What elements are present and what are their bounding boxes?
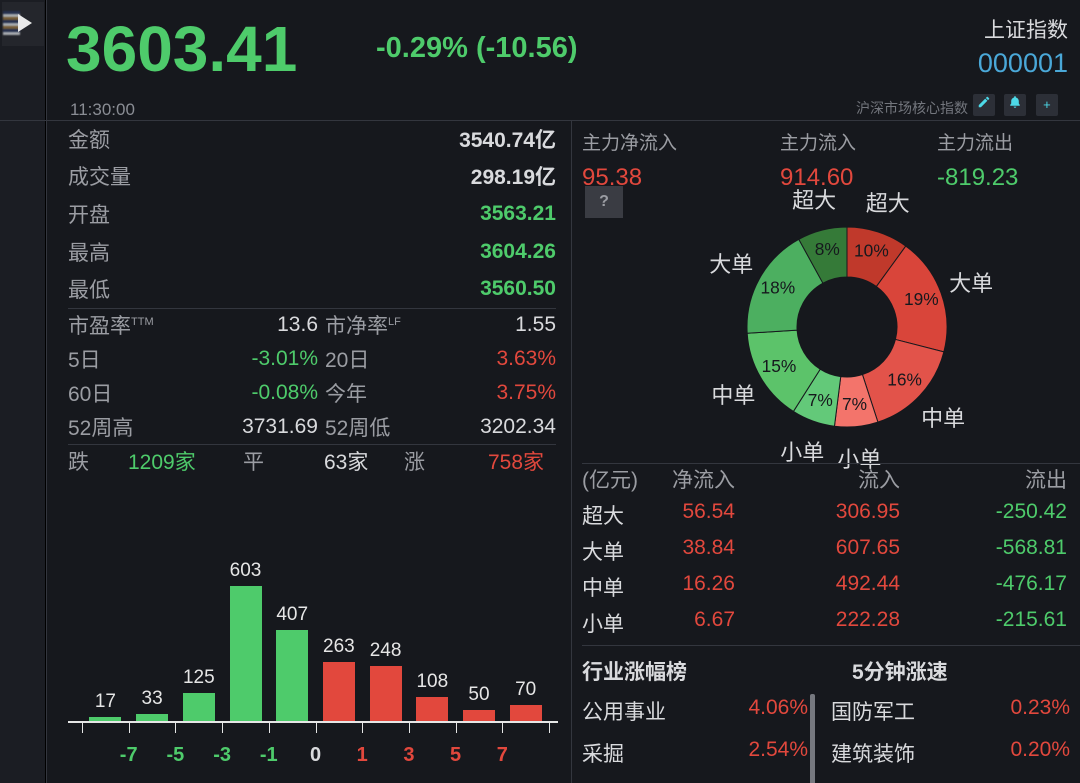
svg-text:7%: 7% xyxy=(842,394,867,414)
svg-text:7%: 7% xyxy=(808,390,833,410)
svg-text:18%: 18% xyxy=(760,278,795,298)
svg-text:15%: 15% xyxy=(762,356,797,376)
svg-text:10%: 10% xyxy=(854,240,889,260)
svg-text:8%: 8% xyxy=(815,239,840,259)
svg-text:16%: 16% xyxy=(887,370,922,390)
svg-text:19%: 19% xyxy=(904,289,939,309)
